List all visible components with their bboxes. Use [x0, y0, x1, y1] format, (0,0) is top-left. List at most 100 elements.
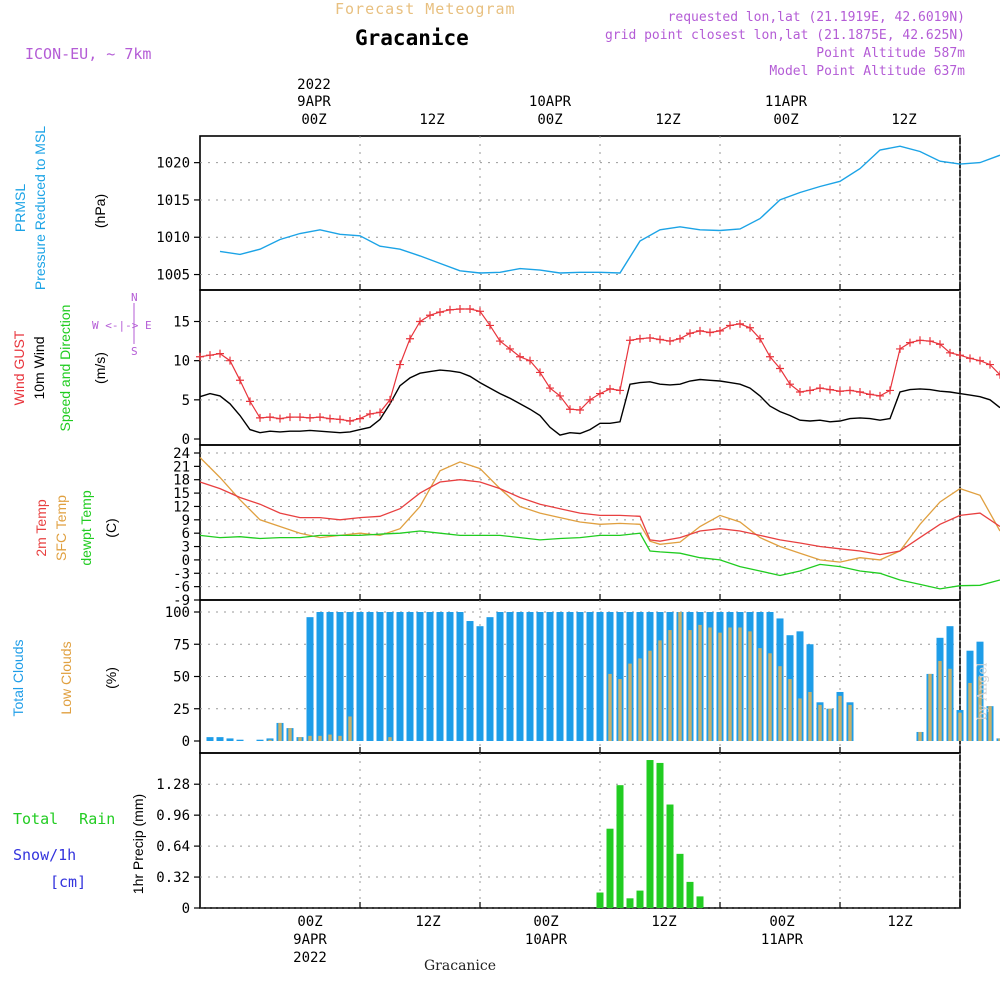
- bottom-location-label: Gracanice: [424, 958, 497, 974]
- y-tick-label: 15: [173, 315, 190, 331]
- gust-marker: [616, 386, 624, 395]
- rain-bar: [666, 804, 674, 908]
- gust-marker: [466, 304, 474, 313]
- total-cloud-bar: [256, 739, 264, 741]
- y-tick-label: 1010: [156, 230, 190, 246]
- bottom-time-00z-9apr: 00Z: [297, 914, 323, 930]
- location-title: Gracanice: [355, 26, 469, 50]
- gust-marker: [786, 380, 794, 389]
- gust-marker: [596, 389, 604, 398]
- y-tick-label: 10: [173, 354, 190, 370]
- rain-bar: [626, 898, 634, 908]
- gust-marker: [856, 388, 864, 396]
- gust-marker: [676, 334, 684, 343]
- gust-marker: [756, 334, 764, 343]
- total-cloud-bar: [386, 612, 394, 741]
- model-label: ICON-EU, ~ 7km: [25, 45, 152, 63]
- gust-marker: [276, 414, 284, 423]
- low-cloud-bar: [808, 691, 812, 741]
- total-cloud-bar: [466, 621, 474, 741]
- gust-marker: [296, 413, 304, 422]
- panel-frame-precipitation: [199, 752, 961, 909]
- gust-marker: [836, 387, 844, 396]
- low-cloud-bar: [338, 735, 342, 741]
- y-tick-label: 0.64: [156, 839, 190, 855]
- low-cloud-bar: [298, 737, 302, 741]
- t2m-line: [199, 479, 1000, 556]
- wind-speed-line: [199, 369, 1000, 436]
- total-cloud-bar: [796, 631, 804, 741]
- total-cloud-bar: [546, 612, 554, 741]
- total-cloud-bar: [576, 612, 584, 741]
- y-tick-label: 1020: [156, 156, 190, 172]
- bottom-time-12z-10apr: 12Z: [651, 914, 677, 930]
- total-cloud-bar: [366, 612, 374, 741]
- grid-point-label: grid point closest lon,lat (21.1875E, 42…: [604, 28, 965, 43]
- total-rain-label: Total Rain: [13, 810, 116, 828]
- gust-marker: [526, 356, 534, 365]
- total-cloud-bar: [406, 612, 414, 741]
- gust-marker: [476, 307, 484, 316]
- bottom-time-00z-11apr: 00Z: [769, 914, 795, 930]
- gust-marker: [286, 413, 294, 422]
- rain-bar: [636, 890, 644, 908]
- gust-marker: [766, 352, 774, 361]
- low-cloud-bar: [688, 630, 692, 741]
- gust-marker: [726, 321, 734, 330]
- total-cloud-bar: [596, 612, 604, 741]
- gust-marker: [626, 336, 634, 345]
- low-cloud-bar: [988, 706, 992, 741]
- bottom-date-10apr: 10APR: [524, 932, 568, 948]
- y-tick-label: 15: [173, 486, 190, 502]
- gust-marker: [536, 368, 544, 377]
- gust-marker: [556, 391, 564, 400]
- low-cloud-bar: [738, 627, 742, 741]
- gust-marker: [306, 413, 314, 422]
- rain-bar: [686, 881, 694, 908]
- clouds-unit-label: (%): [103, 667, 119, 689]
- top-time-12z-9apr: 12Z: [419, 112, 445, 128]
- low-cloud-bar: [958, 712, 962, 741]
- gust-marker: [216, 349, 224, 358]
- gust-marker: [566, 405, 574, 414]
- total-cloud-bar: [566, 612, 574, 741]
- gust-marker: [636, 334, 644, 343]
- gust-marker: [876, 391, 884, 400]
- gust-marker: [426, 311, 434, 320]
- rain-bar: [696, 896, 704, 908]
- wind-10m-label: 10m Wind: [31, 336, 47, 400]
- y-tick-label: 5: [182, 393, 190, 409]
- gust-marker: [396, 360, 404, 369]
- top-time-00z-11apr: 00Z: [773, 112, 799, 128]
- compass-s-label: S: [131, 345, 138, 358]
- gust-marker: [716, 326, 724, 335]
- total-cloud-bar: [206, 737, 214, 741]
- low-cloud-bar: [708, 627, 712, 741]
- gust-marker: [886, 386, 894, 395]
- top-year-label: 2022: [297, 77, 331, 93]
- bottom-date-9apr: 9APR: [293, 932, 327, 948]
- total-cloud-bar: [556, 612, 564, 741]
- total-cloud-bar: [506, 612, 514, 741]
- gust-marker: [896, 344, 904, 353]
- top-time-00z-10apr: 00Z: [537, 112, 563, 128]
- low-cloud-bar: [718, 632, 722, 741]
- y-tick-label: 0: [182, 432, 190, 448]
- gust-marker: [606, 384, 614, 393]
- total-cloud-bar: [416, 612, 424, 741]
- snow-label: Snow/1h: [13, 846, 77, 864]
- gust-marker: [696, 326, 704, 335]
- y-tick-label: 50: [173, 670, 190, 686]
- total-cloud-bar: [266, 738, 274, 741]
- rain-bar: [596, 892, 604, 908]
- gust-marker: [546, 384, 554, 393]
- compass-n-label: N: [131, 291, 138, 304]
- total-cloud-bar: [456, 612, 464, 741]
- low-cloud-bar: [348, 716, 352, 741]
- wind-unit-label: (m/s): [92, 352, 108, 384]
- top-time-00z-9apr: 00Z: [301, 112, 327, 128]
- gust-marker: [336, 415, 344, 424]
- pressure-unit-label: (hPa): [92, 193, 108, 229]
- gust-marker: [736, 319, 744, 328]
